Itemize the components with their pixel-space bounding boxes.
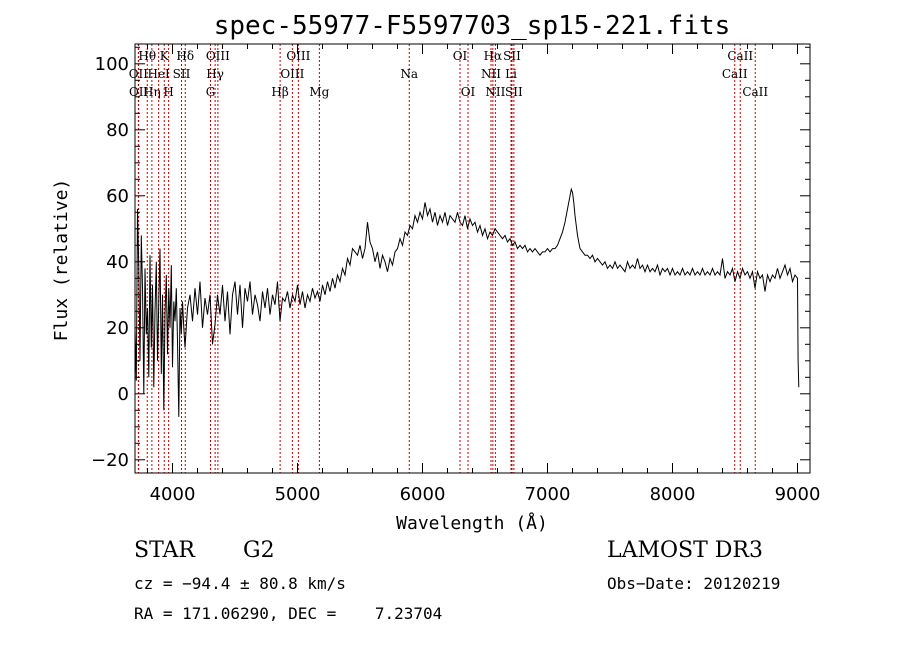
emission-line-label: CaII: [727, 49, 753, 63]
plot-frame: [134, 43, 811, 474]
emission-line-label: Hβ: [271, 85, 288, 99]
x-tick-label: 6000: [400, 484, 446, 505]
emission-line-label: K: [160, 49, 170, 63]
spectrum-line: [134, 187, 800, 417]
emission-line-label: SII: [503, 49, 521, 63]
emission-line-label: HeI: [147, 67, 170, 81]
emission-line-label: OI: [453, 49, 468, 63]
y-tick-label: 40: [106, 252, 129, 273]
emission-line-label: Li: [505, 67, 517, 81]
emission-line-label: SII: [173, 67, 191, 81]
x-axis-label: Wavelength (Å): [396, 512, 548, 534]
emission-line-label: CaII: [742, 85, 768, 99]
chart-title: spec-55977-F5597703_sp15-221.fits: [214, 11, 731, 41]
x-tick-label: 9000: [775, 484, 821, 505]
emission-line-label: Hα: [484, 49, 503, 63]
emission-line-label: Hδ: [176, 49, 194, 63]
emission-lines: [137, 44, 756, 473]
y-tick-label: 100: [95, 54, 129, 75]
y-tick-label: 60: [106, 186, 129, 207]
x-tick-label: 4000: [150, 484, 196, 505]
emission-line-label: Hθ: [138, 49, 156, 63]
emission-line-label: G: [206, 85, 216, 99]
emission-line-labels: OIIOIIHθHηHeIKHSIIHδGHγOIIIHβOIIIOIIIMgN…: [129, 49, 769, 99]
emission-line-label: Hη: [143, 85, 161, 99]
emission-line-label: OII: [129, 85, 149, 99]
y-tick-label: 0: [118, 384, 129, 405]
emission-line-label: Mg: [309, 85, 329, 99]
emission-line-label: CaII: [722, 67, 748, 81]
axis-ticks: 4000 5000 6000 7000 8000 9000 −20 0 20 40 60 80 100: [91, 44, 820, 505]
emission-line-label: Na: [400, 67, 418, 81]
emission-line-label: H: [163, 85, 173, 99]
survey-name: LAMOST DR3: [607, 538, 763, 563]
y-axis-label: Flux (relative): [51, 179, 72, 342]
emission-line-label: OIII: [286, 49, 310, 63]
emission-line-label: OII: [129, 67, 149, 81]
coordinates: RA = 171.06290, DEC = 7.23704: [134, 604, 443, 623]
x-tick-label: 7000: [525, 484, 571, 505]
y-tick-label: 20: [106, 318, 129, 339]
object-subclass: G2: [243, 538, 275, 563]
object-class: STAR: [134, 538, 195, 563]
emission-line-label: NII: [485, 85, 505, 99]
observation-date: Obs−Date: 20120219: [607, 574, 781, 593]
x-tick-label: 5000: [275, 484, 321, 505]
emission-line-label: OI: [461, 85, 476, 99]
y-tick-label: 80: [106, 120, 129, 141]
x-tick-label: 8000: [650, 484, 696, 505]
emission-line-label: Hγ: [206, 67, 224, 81]
emission-line-label: SII: [505, 85, 523, 99]
redshift-velocity: cz = −94.4 ± 80.8 km/s: [134, 574, 346, 593]
emission-line-label: NII: [481, 67, 501, 81]
emission-line-label: OIII: [206, 49, 230, 63]
emission-line-label: OIII: [280, 67, 304, 81]
y-tick-label: −20: [91, 450, 129, 471]
